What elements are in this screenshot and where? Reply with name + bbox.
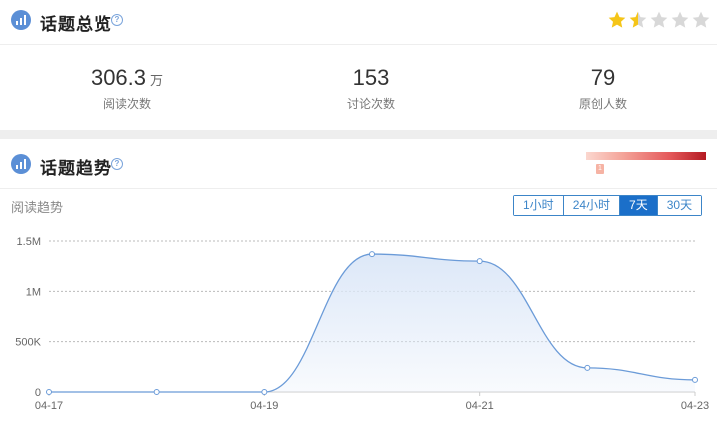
stat-reads-value: 306.3 [90,65,147,90]
heat-level-bar [586,152,706,160]
y-tick-label: 0 [35,387,41,399]
stat-discussions-label: 讨论次数 [346,97,395,111]
data-point [584,364,591,371]
y-tick-label: 1M [26,286,41,298]
y-tick-label: 500K [15,337,41,349]
chart-label: 阅读趋势 [11,200,64,215]
x-tick-label: 04-17 [35,400,63,412]
heat-level-marker: 1 [596,164,604,174]
stat-originals-value: 79 [590,65,616,90]
trend-divider [0,188,717,189]
x-tick-label: 04-23 [681,400,709,412]
star-empty-icon [671,11,689,28]
rating-stars [607,10,711,30]
stat-discussions-value: 153 [352,65,390,90]
tab-24-hours[interactable]: 24小时 [563,196,621,215]
star-empty-icon [650,11,668,28]
tab-7-days[interactable]: 7天 [620,196,658,215]
star-empty-icon [692,11,710,28]
trend-chart-icon [11,154,31,174]
x-tick-label: 04-21 [466,400,494,412]
section-separator [0,130,717,139]
data-point [476,258,483,265]
star-half-icon [629,11,647,28]
stat-reads-unit: 万 [150,73,164,88]
data-point [153,389,160,395]
data-point [369,251,375,258]
trend-title: 话题趋势 [40,159,112,178]
data-point [692,376,698,383]
overview-divider [0,44,717,45]
stat-reads: 306.3 万 阅读次数 [27,65,227,112]
range-tabs: 1小时 24小时 7天 30天 [513,195,703,216]
star-full-icon [608,11,626,28]
x-tick-label: 04-19 [250,400,278,412]
y-tick-label: 1.5M [17,236,41,248]
overview-chart-icon [11,10,31,30]
stat-discussions: 153 讨论次数 [271,65,471,112]
trend-help-icon[interactable]: ? [111,158,123,170]
stat-originals: 79 原创人数 [503,65,703,112]
trend-chart: 0 500K 1M 1.5M 04-17 04-19 04-21 04-23 [15,236,709,412]
data-point [261,389,268,395]
stat-originals-label: 原创人数 [578,97,627,111]
tab-30-days[interactable]: 30天 [657,196,702,215]
overview-title: 话题总览 [40,15,112,34]
data-point [46,389,52,395]
tab-1-hour[interactable]: 1小时 [514,196,564,215]
stat-reads-label: 阅读次数 [102,97,151,111]
overview-help-icon[interactable]: ? [111,14,123,26]
series-area [49,254,695,392]
